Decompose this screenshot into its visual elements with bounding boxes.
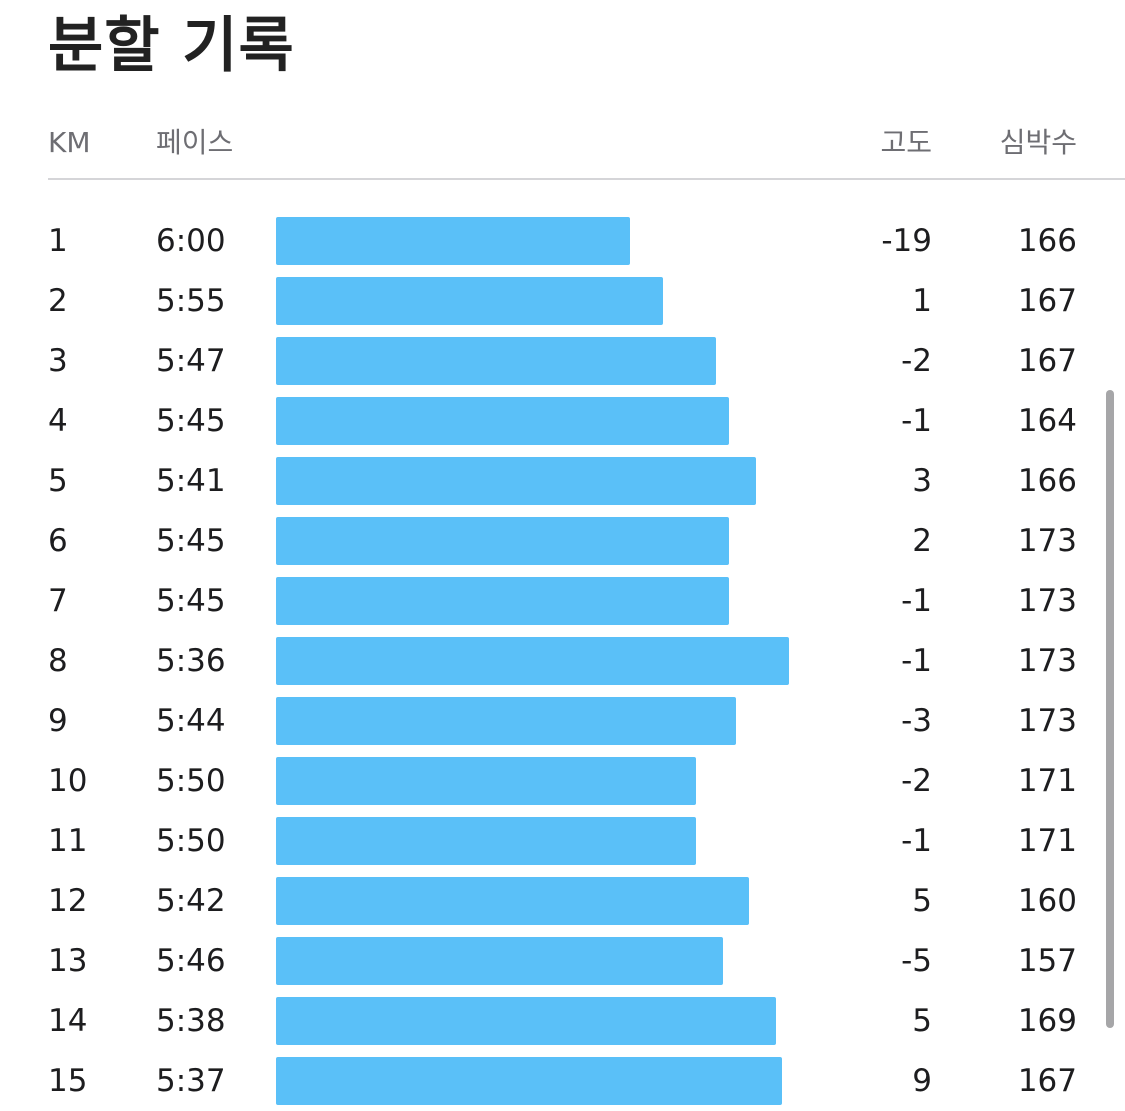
split-km: 12	[48, 883, 88, 919]
pace-bar	[276, 637, 789, 685]
split-row: 10 5:50 -2 171	[0, 751, 1125, 811]
column-header-elevation: 고도	[880, 126, 932, 159]
split-km: 3	[48, 343, 68, 379]
split-row: 8 5:36 -1 173	[0, 631, 1125, 691]
column-header-pace: 페이스	[156, 126, 234, 159]
split-row: 13 5:46 -5 157	[0, 931, 1125, 991]
split-row: 14 5:38 5 169	[0, 991, 1125, 1051]
split-elevation: -1	[901, 403, 932, 439]
split-heart-rate: 166	[1017, 223, 1077, 259]
split-elevation: 1	[912, 283, 932, 319]
header-divider	[48, 178, 1125, 180]
split-elevation: -1	[901, 643, 932, 679]
split-elevation: -3	[901, 703, 932, 739]
split-pace: 5:42	[156, 883, 226, 919]
split-row: 3 5:47 -2 167	[0, 331, 1125, 391]
split-km: 4	[48, 403, 68, 439]
split-elevation: 9	[912, 1063, 932, 1099]
pace-bar	[276, 937, 723, 985]
split-km: 8	[48, 643, 68, 679]
split-elevation: -19	[881, 223, 932, 259]
split-km: 13	[48, 943, 88, 979]
pace-bar	[276, 817, 696, 865]
split-pace: 5:38	[156, 1003, 226, 1039]
split-pace: 5:50	[156, 823, 226, 859]
split-km: 14	[48, 1003, 88, 1039]
split-row: 2 5:55 1 167	[0, 271, 1125, 331]
split-km: 9	[48, 703, 68, 739]
pace-bar	[276, 517, 729, 565]
split-heart-rate: 173	[1017, 523, 1077, 559]
split-heart-rate: 171	[1017, 763, 1077, 799]
split-pace: 5:46	[156, 943, 226, 979]
split-pace: 5:45	[156, 403, 226, 439]
split-elevation: 5	[912, 1003, 932, 1039]
split-heart-rate: 166	[1017, 463, 1077, 499]
split-heart-rate: 157	[1017, 943, 1077, 979]
split-elevation: -2	[901, 343, 932, 379]
splits-table-header: KM 페이스 고도 심박수	[0, 118, 1125, 168]
split-pace: 5:41	[156, 463, 226, 499]
split-elevation: 5	[912, 883, 932, 919]
pace-bar	[276, 997, 776, 1045]
pace-bar	[276, 697, 736, 745]
split-heart-rate: 167	[1017, 1063, 1077, 1099]
pace-bar	[276, 397, 729, 445]
split-pace: 5:44	[156, 703, 226, 739]
split-elevation: 2	[912, 523, 932, 559]
split-km: 10	[48, 763, 88, 799]
column-header-km: KM	[48, 126, 91, 159]
pace-bar	[276, 457, 756, 505]
split-pace: 5:37	[156, 1063, 226, 1099]
column-header-heart-rate: 심박수	[999, 126, 1077, 159]
split-row: 1 6:00 -19 166	[0, 211, 1125, 271]
split-row: 12 5:42 5 160	[0, 871, 1125, 931]
split-km: 5	[48, 463, 68, 499]
split-pace: 5:45	[156, 583, 226, 619]
split-row: 4 5:45 -1 164	[0, 391, 1125, 451]
split-km: 1	[48, 223, 68, 259]
pace-bar	[276, 217, 630, 265]
split-row: 9 5:44 -3 173	[0, 691, 1125, 751]
split-heart-rate: 173	[1017, 643, 1077, 679]
pace-bar	[276, 757, 696, 805]
split-pace: 5:45	[156, 523, 226, 559]
split-row: 6 5:45 2 173	[0, 511, 1125, 571]
split-pace: 5:55	[156, 283, 226, 319]
split-heart-rate: 173	[1017, 583, 1077, 619]
split-elevation: -2	[901, 763, 932, 799]
split-pace: 5:50	[156, 763, 226, 799]
split-elevation: -5	[901, 943, 932, 979]
split-heart-rate: 164	[1017, 403, 1077, 439]
split-row: 7 5:45 -1 173	[0, 571, 1125, 631]
split-km: 6	[48, 523, 68, 559]
splits-list[interactable]: 1 6:00 -19 166 2 5:55 1 167 3 5:47 -2 167 4 5:45 -1 164…	[0, 211, 1125, 1111]
pace-bar	[276, 1057, 782, 1105]
split-km: 2	[48, 283, 68, 319]
pace-bar	[276, 277, 663, 325]
pace-bar	[276, 577, 729, 625]
split-pace: 5:47	[156, 343, 226, 379]
split-km: 7	[48, 583, 68, 619]
split-elevation: 3	[912, 463, 932, 499]
split-km: 11	[48, 823, 88, 859]
split-heart-rate: 167	[1017, 283, 1077, 319]
page-title: 분할 기록	[48, 11, 295, 81]
scrollbar[interactable]	[1106, 390, 1114, 1028]
split-row: 15 5:37 9 167	[0, 1051, 1125, 1111]
split-heart-rate: 167	[1017, 343, 1077, 379]
split-elevation: -1	[901, 823, 932, 859]
split-heart-rate: 173	[1017, 703, 1077, 739]
pace-bar	[276, 337, 716, 385]
pace-bar	[276, 877, 749, 925]
split-pace: 6:00	[156, 223, 226, 259]
split-pace: 5:36	[156, 643, 226, 679]
split-heart-rate: 160	[1017, 883, 1077, 919]
split-heart-rate: 169	[1017, 1003, 1077, 1039]
split-row: 5 5:41 3 166	[0, 451, 1125, 511]
split-elevation: -1	[901, 583, 932, 619]
split-heart-rate: 171	[1017, 823, 1077, 859]
split-row: 11 5:50 -1 171	[0, 811, 1125, 871]
split-km: 15	[48, 1063, 88, 1099]
